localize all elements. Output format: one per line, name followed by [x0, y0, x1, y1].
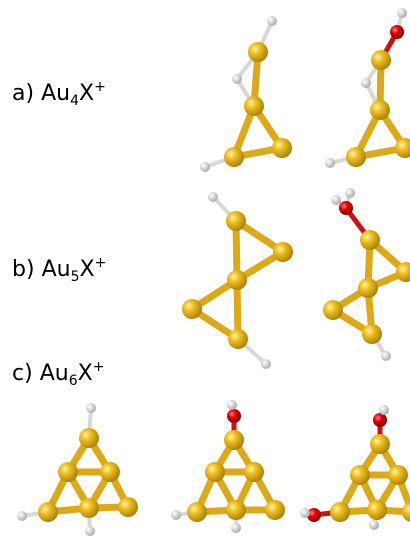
hydrogen-atom	[345, 188, 355, 198]
hydrogen-atom	[300, 508, 310, 518]
label-base: Au	[40, 361, 69, 386]
label-sub: 4	[70, 93, 79, 109]
gold-atom	[265, 500, 285, 520]
hydrogen-atom	[227, 400, 237, 410]
label-c: c) Au6X+	[12, 359, 104, 389]
label-sub: 5	[71, 269, 80, 285]
label-a: a) Au4X+	[12, 79, 106, 109]
label-x: X	[78, 361, 93, 386]
gold-atom	[273, 242, 293, 262]
gold-atom	[79, 428, 99, 448]
gold-atom	[370, 100, 390, 120]
hydrogen-atom	[381, 351, 391, 361]
hydrogen-atom	[85, 526, 95, 536]
label-b: b) Au5X+	[12, 255, 106, 285]
label-base: Au	[42, 257, 71, 282]
gold-atom	[350, 465, 370, 485]
gold-atom	[402, 502, 410, 522]
gold-atom	[187, 502, 207, 522]
hydrogen-atom	[171, 510, 181, 520]
gold-atom	[226, 211, 246, 231]
gold-atom	[228, 329, 248, 349]
hydrogen-atom	[208, 192, 218, 202]
hydrogen-atom	[261, 359, 271, 369]
label-prefix: b)	[12, 257, 35, 282]
gold-atom	[346, 147, 366, 167]
gold-atom	[224, 430, 244, 450]
hydrogen-atom	[17, 511, 27, 521]
gold-atom	[182, 299, 202, 319]
hydrogen-atom	[200, 162, 210, 172]
label-sup: +	[95, 255, 107, 271]
hydrogen-atom	[267, 16, 277, 26]
oxygen-atom	[373, 413, 387, 427]
hydrogen-atom	[325, 158, 335, 168]
hydrogen-atom	[232, 74, 242, 84]
gold-atom	[79, 498, 99, 518]
gold-atom	[360, 230, 380, 250]
label-prefix: c)	[12, 361, 33, 386]
label-x: X	[79, 81, 94, 106]
hydrogen-atom	[361, 78, 371, 88]
gold-atom	[227, 270, 247, 290]
gold-atom	[367, 500, 387, 520]
gold-atom	[205, 462, 225, 482]
hydrogen-atom	[379, 405, 389, 415]
oxygen-atom	[390, 25, 404, 39]
label-x: X	[79, 257, 94, 282]
gold-atom	[248, 42, 268, 62]
hydrogen-atom	[369, 520, 379, 530]
gold-atom	[244, 462, 264, 482]
gold-atom	[100, 462, 120, 482]
gold-atom	[323, 300, 343, 320]
gold-atom	[371, 50, 391, 70]
gold-atom	[244, 96, 264, 116]
gold-atom	[272, 138, 292, 158]
oxygen-atom	[339, 201, 353, 215]
gold-atom	[58, 462, 78, 482]
gold-atom	[224, 147, 244, 167]
label-prefix: a)	[12, 81, 34, 106]
label-sup: +	[93, 359, 105, 375]
label-sub: 6	[69, 373, 78, 389]
oxygen-atom	[227, 409, 241, 423]
hydrogen-atom	[331, 195, 341, 205]
hydrogen-atom	[231, 523, 241, 533]
gold-atom	[38, 502, 58, 522]
gold-atom	[226, 500, 246, 520]
gold-atom	[330, 502, 350, 522]
label-sup: +	[94, 79, 106, 95]
gold-atom	[362, 324, 382, 344]
hydrogen-atom	[397, 8, 407, 18]
gold-atom	[118, 497, 138, 517]
gold-atom	[388, 465, 408, 485]
gold-atom	[358, 278, 378, 298]
gold-atom	[370, 434, 390, 454]
label-base: Au	[41, 81, 70, 106]
figure: a) Au4X+ b) Au5X+ c) Au6X+	[0, 0, 410, 536]
hydrogen-atom	[86, 403, 96, 413]
